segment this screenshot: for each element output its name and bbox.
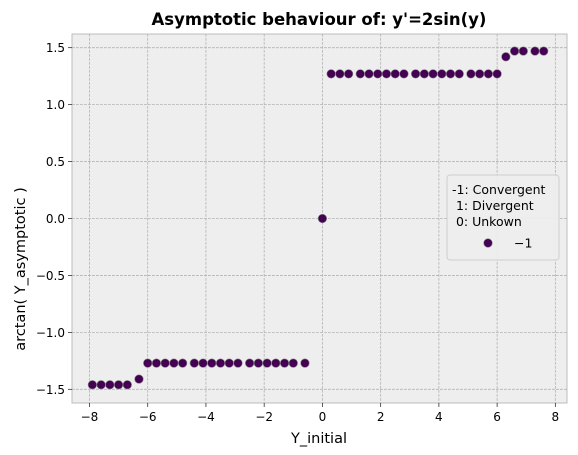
data-point: [189, 358, 199, 368]
data-point: [224, 358, 234, 368]
data-point: [492, 69, 502, 79]
data-point: [390, 69, 400, 79]
legend-title-line: 0: Unkown: [452, 214, 522, 229]
y-tick-label: 0.0: [46, 212, 65, 226]
axis-ticks: −8 −6 −4 −2 0 2 4 6 8 −1.5 −1.0 −0.5 0.0 0.5 1.0 1.5: [36, 41, 559, 424]
data-point: [454, 69, 464, 79]
data-point: [207, 358, 217, 368]
data-point: [245, 358, 255, 368]
legend-box: [446, 174, 560, 261]
data-point: [134, 374, 144, 384]
data-point: [105, 380, 115, 390]
data-point: [419, 69, 429, 79]
data-point: [178, 358, 188, 368]
data-point: [428, 69, 438, 79]
data-point: [233, 358, 243, 368]
data-point: [399, 69, 409, 79]
data-point: [344, 69, 354, 79]
data-point: [271, 358, 281, 368]
legend-marker: [483, 238, 493, 248]
chart-title: Asymptotic behaviour of: y'=2sin(y): [152, 10, 487, 29]
data-point: [300, 358, 310, 368]
data-point: [262, 358, 272, 368]
y-axis-label: arctan( Y_asymptotic ): [13, 187, 29, 351]
data-point: [288, 358, 298, 368]
data-point: [509, 46, 520, 56]
data-point: [169, 358, 179, 368]
legend-title-line: 1: Divergent: [452, 198, 534, 213]
x-tick-label: −4: [197, 410, 215, 424]
scatter-points: [87, 46, 549, 390]
data-point: [466, 69, 476, 79]
x-axis-label: Y_initial: [290, 431, 347, 447]
data-point: [96, 380, 106, 390]
x-tick-label: −8: [81, 410, 99, 424]
data-point: [113, 380, 124, 390]
x-tick-label: 6: [493, 410, 501, 424]
data-point: [151, 358, 162, 368]
data-point: [539, 46, 549, 56]
data-point: [518, 46, 528, 56]
x-tick-label: 4: [435, 410, 443, 424]
y-tick-label: −0.5: [36, 269, 65, 283]
legend: -1: Convergent 1: Divergent 0: Unkown −1: [446, 174, 560, 261]
data-point: [437, 69, 447, 79]
data-point: [445, 69, 456, 79]
data-point: [143, 358, 153, 368]
y-tick-label: −1.0: [36, 326, 65, 340]
legend-items: −1: [483, 236, 532, 251]
data-point: [373, 69, 383, 79]
data-point: [335, 69, 345, 79]
x-tick-label: 0: [319, 410, 327, 424]
y-tick-label: 0.5: [46, 155, 65, 169]
data-point: [253, 358, 263, 368]
legend-title-line: -1: Convergent: [452, 182, 546, 197]
x-tick-label: 2: [377, 410, 385, 424]
data-point: [215, 358, 226, 368]
data-point: [326, 69, 336, 79]
legend-title-text: -1: Convergent 1: Divergent 0: Unkown: [452, 182, 546, 229]
data-point: [483, 69, 493, 79]
data-point: [279, 358, 290, 368]
data-point: [122, 380, 132, 390]
x-tick-label: −6: [139, 410, 157, 424]
data-point: [87, 380, 97, 390]
legend-label: −1: [514, 236, 532, 251]
data-point: [381, 69, 392, 79]
data-point: [160, 358, 170, 368]
y-tick-label: 1.5: [46, 41, 65, 55]
data-point: [501, 52, 511, 62]
data-point: [364, 69, 374, 79]
x-tick-label: 8: [552, 410, 560, 424]
data-point: [530, 46, 540, 56]
data-point: [198, 358, 208, 368]
data-point: [475, 69, 485, 79]
data-point: [410, 69, 421, 79]
x-tick-label: −2: [255, 410, 273, 424]
legend-title: -1: Convergent 1: Divergent 0: Unkown: [452, 182, 546, 229]
data-point: [355, 69, 365, 79]
y-tick-label: −1.5: [36, 383, 65, 397]
y-tick-label: 1.0: [46, 98, 65, 112]
data-point: [317, 213, 328, 224]
